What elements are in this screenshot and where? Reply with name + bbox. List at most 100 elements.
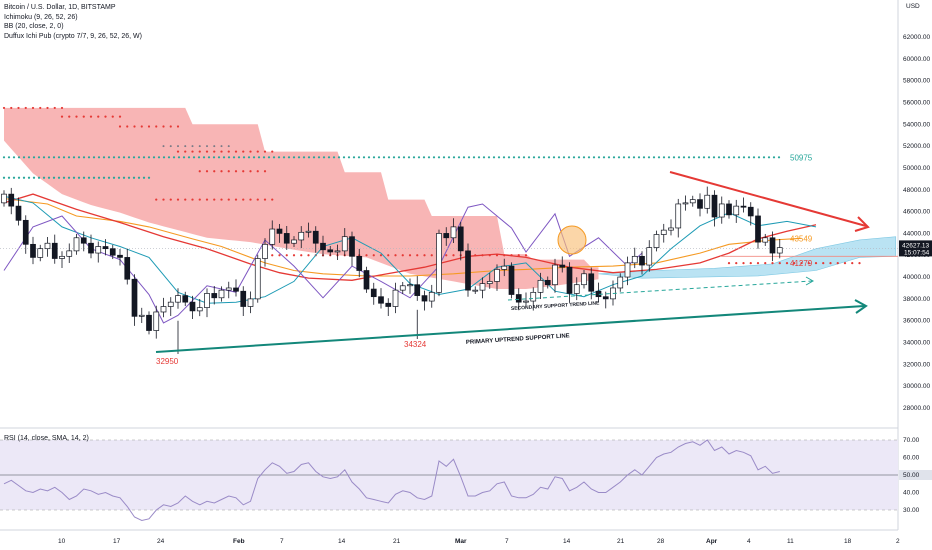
- level-dot-red: [68, 115, 71, 118]
- candle-body: [247, 298, 254, 307]
- level-dot-red: [430, 254, 433, 257]
- resistance-dot: [82, 156, 86, 159]
- resistance-dot: [62, 156, 66, 159]
- resistance-dot: [462, 156, 466, 159]
- secondary-arrowhead: [805, 276, 815, 286]
- candle-body: [602, 296, 609, 300]
- candle-body: [573, 284, 580, 294]
- level-dot-red: [263, 150, 267, 153]
- low-label-34324: 34324: [404, 340, 427, 349]
- resistance-dot-old: [97, 176, 101, 179]
- level-dot-red: [249, 170, 252, 173]
- candle-body: [508, 265, 515, 295]
- candle-body: [494, 269, 500, 282]
- resistance-dot: [742, 156, 746, 159]
- candle-body: [530, 291, 537, 302]
- resistance-dot: [652, 156, 656, 159]
- resistance-dot: [217, 156, 221, 159]
- resistance-dot: [177, 156, 181, 159]
- level-dot-red: [524, 254, 528, 257]
- resistance-dot: [352, 156, 356, 159]
- resistance-dot: [772, 156, 776, 159]
- resistance-dot: [262, 156, 266, 159]
- resistance-dot: [587, 156, 591, 159]
- candle-body: [276, 228, 283, 234]
- level-dot-red: [39, 106, 42, 110]
- resistance-dot-old: [92, 176, 96, 179]
- resistance-dot: [112, 156, 116, 159]
- candle-body: [631, 255, 638, 264]
- bb-indicator-label[interactable]: BB (20, close, 2, 0): [4, 23, 64, 30]
- level-dot-red: [423, 254, 426, 257]
- time-tick-label: 10: [58, 538, 66, 545]
- level-dot-red: [263, 198, 267, 201]
- level-dot-red: [220, 170, 223, 173]
- resistance-dot: [297, 156, 301, 159]
- resistance-dot-old: [137, 176, 141, 179]
- resistance-dot: [707, 156, 711, 159]
- rsi-legend[interactable]: RSI (14, close, SMA, 14, 2): [4, 435, 89, 442]
- resistance-dot: [522, 156, 526, 159]
- candle-body: [320, 242, 326, 251]
- resistance-dot: [452, 156, 456, 159]
- level-dot-red: [155, 125, 158, 128]
- ichimoku-cloud-bullish: [598, 236, 897, 279]
- level-dot-grey: [177, 145, 179, 148]
- level-dot-red: [147, 125, 151, 128]
- highlight-circle: [557, 225, 587, 255]
- level-dot-red: [162, 125, 165, 128]
- resistance-dot: [512, 156, 516, 159]
- ichimoku-indicator-label[interactable]: Ichimoku (9, 26, 52, 26): [4, 13, 78, 21]
- rsi-tick-label: 60.00: [903, 455, 920, 462]
- resistance-dot: [7, 156, 11, 159]
- candle-body: [762, 237, 769, 243]
- time-tick-label: Feb: [233, 538, 245, 545]
- price-tick-label: 44000.00: [903, 230, 930, 237]
- resistance-dot: [562, 156, 566, 159]
- level-dot-red: [111, 115, 114, 118]
- candle-body: [80, 237, 87, 244]
- resistance-dot-old: [22, 176, 26, 179]
- level-dot-red: [249, 150, 252, 153]
- level-dot-red: [242, 170, 245, 173]
- candle-body: [334, 250, 341, 253]
- resistance-dot: [227, 156, 231, 159]
- candle-body: [102, 246, 109, 250]
- resistance-dot: [122, 156, 126, 159]
- level-dot-red: [2, 106, 6, 110]
- price-tick-label: 34000.00: [903, 340, 930, 347]
- symbol-title[interactable]: Bitcoin / U.S. Dollar, 1D, BITSTAMP: [4, 4, 116, 11]
- resistance-dot-old: [2, 176, 6, 179]
- candle-body: [711, 194, 718, 218]
- resistance-dot: [657, 156, 661, 159]
- resistance-dot: [752, 156, 756, 159]
- resistance-dot: [567, 156, 571, 159]
- resistance-dot-old: [112, 176, 116, 179]
- level-dot-red: [60, 115, 64, 118]
- resistance-dot-old: [122, 176, 126, 179]
- level-dot-red: [256, 170, 259, 173]
- time-tick-label: 7: [505, 538, 509, 545]
- candle-body: [414, 284, 421, 296]
- resistance-dot-old: [117, 176, 121, 179]
- resistance-dot: [372, 156, 376, 159]
- candle-body: [515, 294, 522, 303]
- resistance-dot: [582, 156, 586, 159]
- level-dot-red: [176, 198, 180, 201]
- level-dot-red: [365, 254, 368, 257]
- time-tick-label: Apr: [706, 538, 718, 545]
- level-dot-red: [307, 254, 310, 257]
- descending-arrowhead: [854, 216, 870, 232]
- candle-body: [682, 202, 689, 205]
- candle-body: [501, 265, 508, 270]
- level-dot-red: [220, 150, 223, 153]
- resistance-dot: [777, 156, 781, 159]
- duffux-indicator-label[interactable]: Duffux Ichi Pub (crypto 7/7, 9, 26, 52, …: [4, 32, 142, 40]
- resistance-dot: [467, 156, 471, 159]
- last-price-badge: [899, 240, 932, 257]
- resistance-dot: [712, 156, 716, 159]
- level-dot-red: [735, 262, 738, 265]
- candle-body: [175, 295, 181, 303]
- level-dot-red: [285, 254, 288, 257]
